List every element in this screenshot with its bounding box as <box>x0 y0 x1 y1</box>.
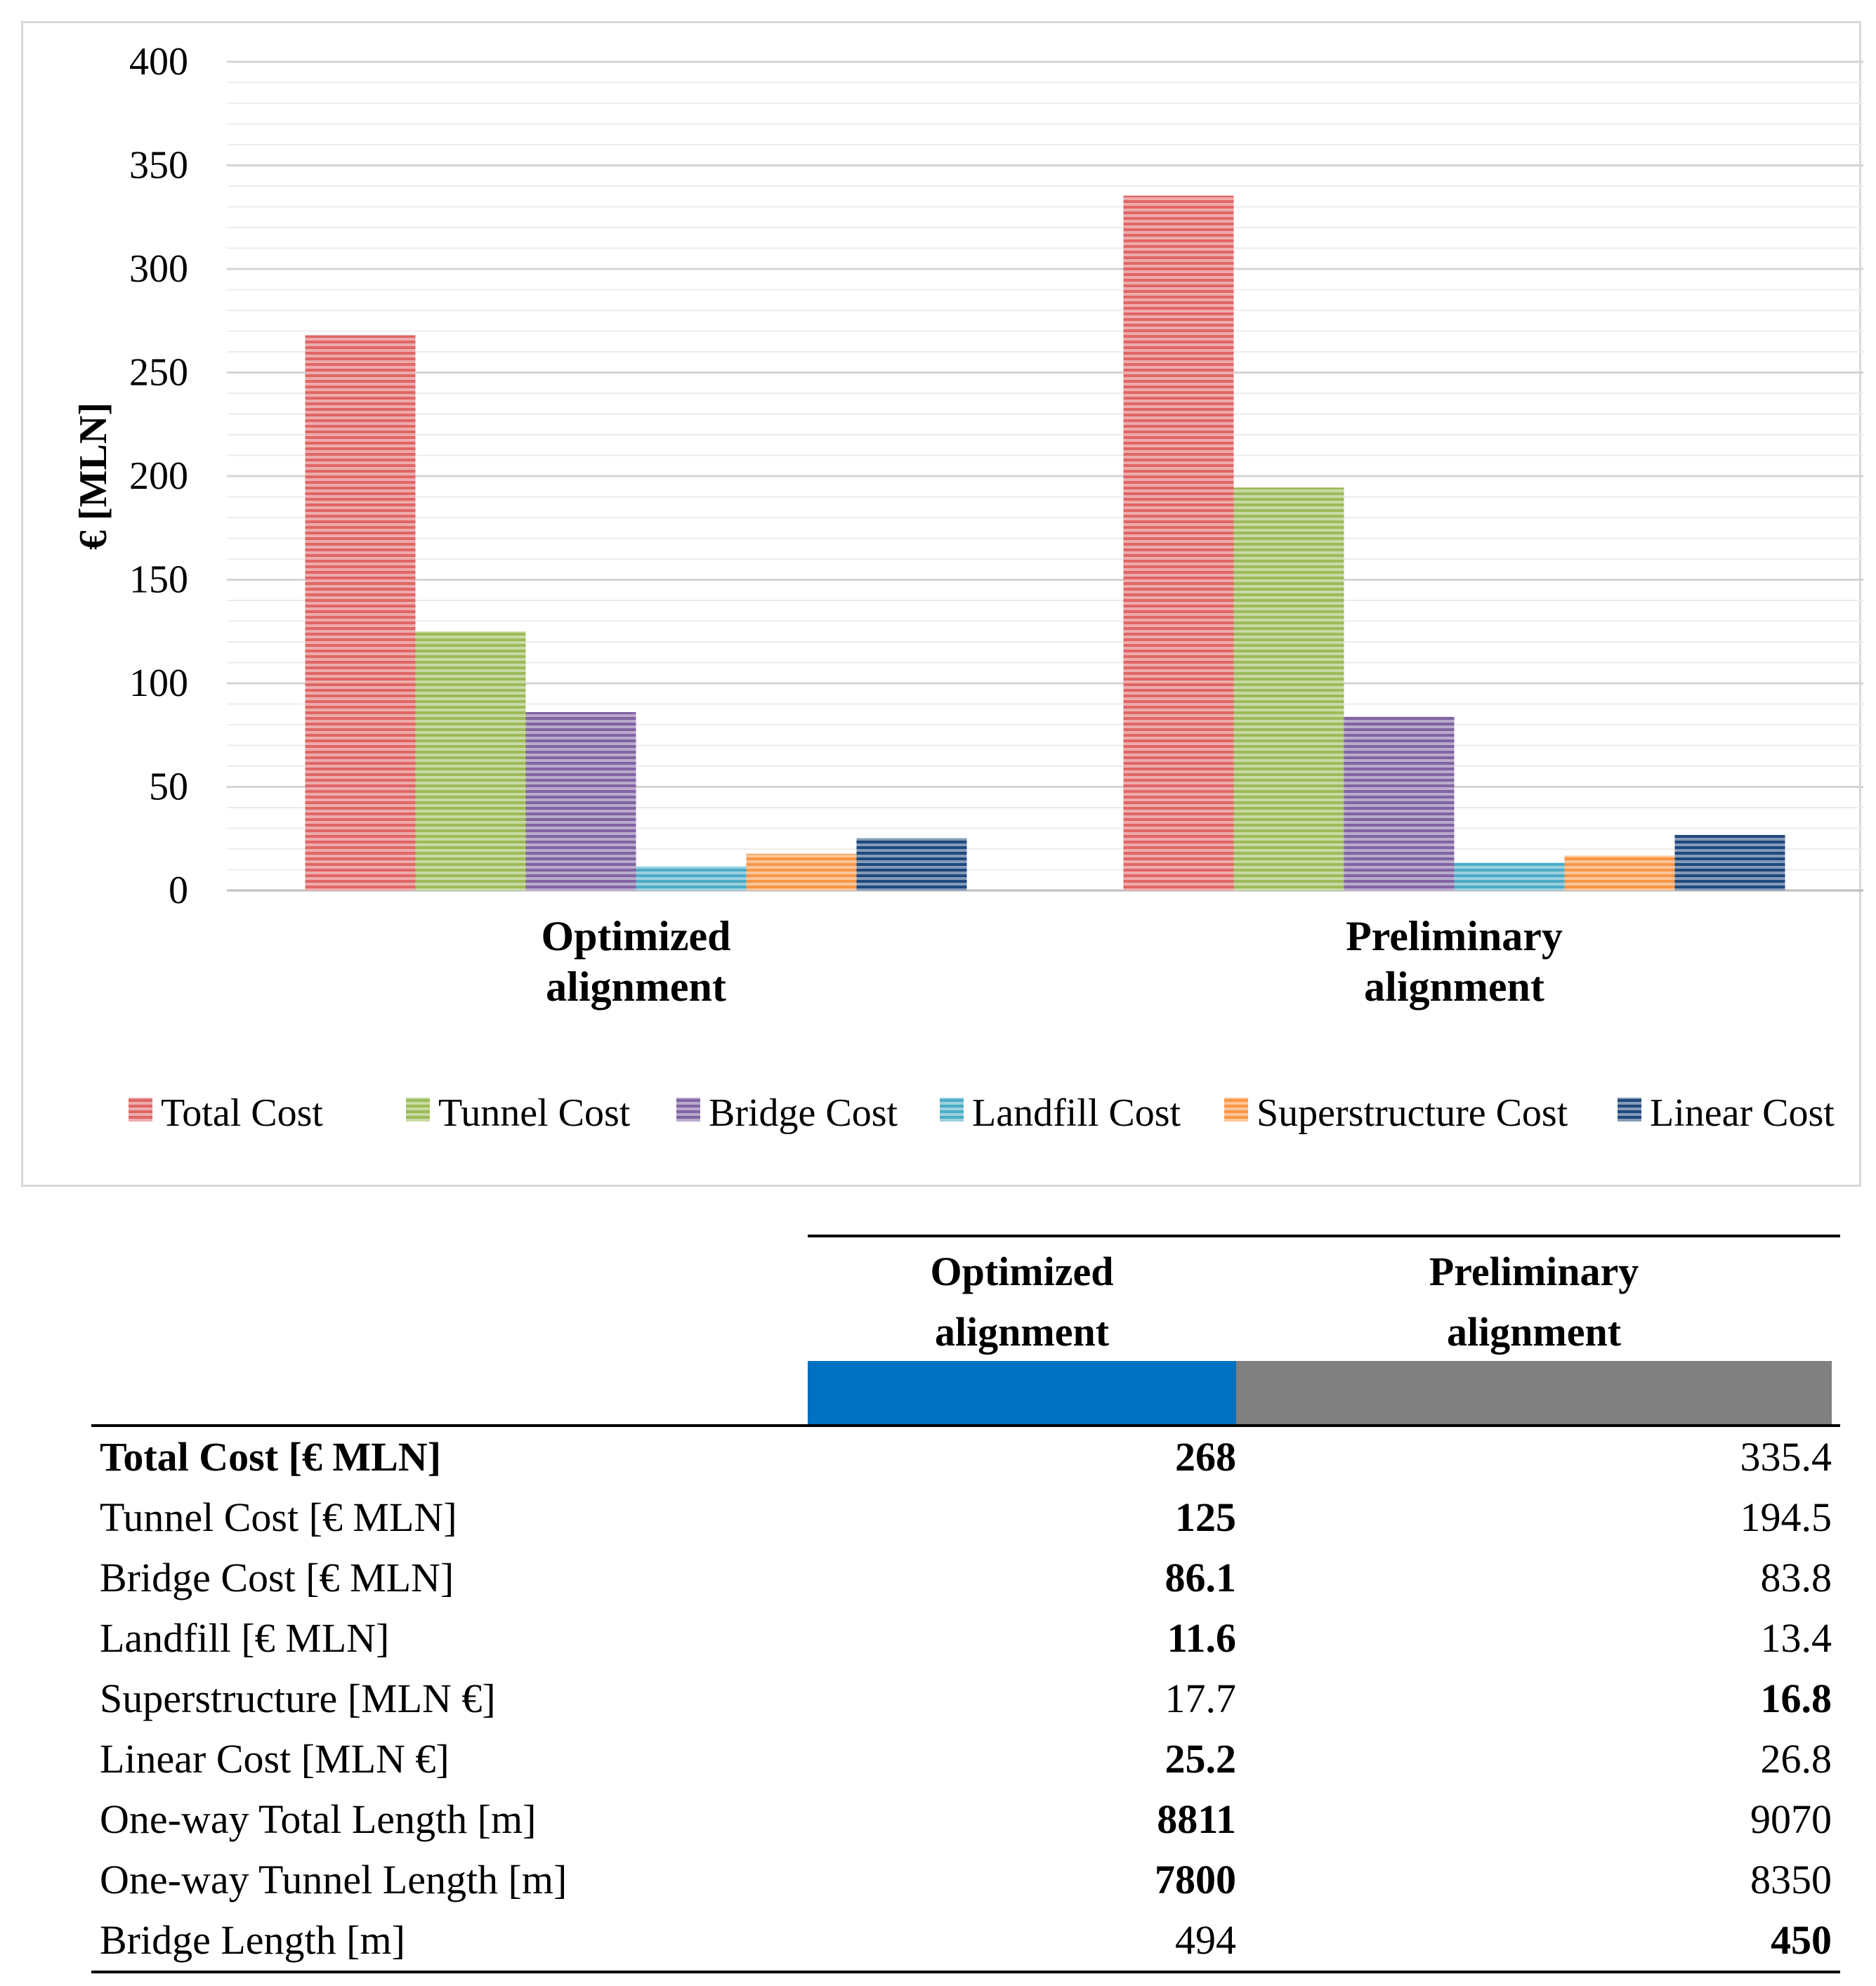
legend-swatch-stripes <box>1618 1098 1641 1122</box>
optimized-value: 86.1 <box>1165 1555 1237 1600</box>
y-tick-label: 200 <box>129 454 188 498</box>
table-row: Bridge Cost [€ MLN] 86.1 83.8 <box>91 1548 1840 1608</box>
header-preliminary-color-bar <box>1236 1361 1832 1424</box>
row-label: Tunnel Cost [€ MLN] <box>100 1494 457 1540</box>
row-label: One-way Tunnel Length [m] <box>100 1857 568 1902</box>
table-row: Landfill [€ MLN] 11.6 13.4 <box>91 1608 1840 1669</box>
preliminary-value: 26.8 <box>1760 1736 1832 1782</box>
optimized-value: 8811 <box>1157 1796 1236 1842</box>
preliminary-value: 194.5 <box>1740 1494 1832 1540</box>
optimized-value: 125 <box>1175 1494 1236 1540</box>
row-label: Total Cost [€ MLN] <box>100 1434 442 1480</box>
legend-label: Linear Cost <box>1650 1091 1835 1135</box>
legend-swatch-stripes <box>940 1098 964 1122</box>
legend-label: Superstructure Cost <box>1257 1091 1568 1135</box>
bar-stripe-overlay <box>746 853 857 890</box>
y-tick-label: 150 <box>129 558 188 602</box>
preliminary-value: 450 <box>1771 1917 1832 1963</box>
preliminary-value: 16.8 <box>1760 1676 1832 1721</box>
bar-stripe-overlay <box>305 335 416 890</box>
header-preliminary-label: Preliminary alignment <box>1429 1249 1639 1355</box>
table-row: Tunnel Cost [€ MLN] 125 194.5 <box>91 1487 1840 1548</box>
y-tick-label: 100 <box>129 662 188 705</box>
preliminary-value: 335.4 <box>1740 1434 1832 1480</box>
bar-stripe-overlay <box>1123 195 1234 890</box>
y-tick-label: 350 <box>129 144 188 188</box>
table-header: Optimized alignment Preliminary alignmen… <box>91 1235 1840 1424</box>
bar-stripe-overlay <box>1674 834 1785 890</box>
header-optimized-color-bar <box>808 1361 1236 1424</box>
bar-stripe-overlay <box>415 631 526 890</box>
optimized-value: 268 <box>1175 1434 1236 1480</box>
table-row: Superstructure [MLN €] 17.7 16.8 <box>91 1669 1840 1729</box>
preliminary-value: 83.8 <box>1760 1555 1832 1600</box>
y-tick-label: 0 <box>169 869 188 912</box>
legend-label: Bridge Cost <box>709 1091 898 1135</box>
bar-stripe-overlay <box>1564 855 1675 890</box>
table-row: Linear Cost [MLN €] 25.2 26.8 <box>91 1729 1840 1789</box>
bar-stripe-overlay <box>1344 716 1455 890</box>
row-label: Linear Cost [MLN €] <box>100 1736 450 1782</box>
optimized-value: 7800 <box>1155 1857 1236 1902</box>
row-label: Superstructure [MLN €] <box>100 1676 496 1721</box>
row-label: Bridge Length [m] <box>100 1917 405 1963</box>
legend-label: Total Cost <box>161 1091 323 1135</box>
legend-label: Tunnel Cost <box>438 1091 631 1135</box>
chart-panel: 0 50 100 150 200 250 300 350 400 € [MLN] Optimize… <box>21 21 1863 1187</box>
optimized-value: 11.6 <box>1167 1615 1236 1661</box>
y-axis-label: € [MLN] <box>72 402 115 550</box>
preliminary-value: 9070 <box>1750 1796 1832 1842</box>
bar-stripe-overlay <box>636 866 747 890</box>
optimized-value: 494 <box>1175 1917 1236 1963</box>
legend-swatch-stripes <box>129 1098 152 1122</box>
y-tick-label: 250 <box>129 351 188 395</box>
y-tick-label: 400 <box>129 40 188 84</box>
row-label: Landfill [€ MLN] <box>100 1615 390 1661</box>
y-tick-label: 50 <box>149 765 188 809</box>
table-row: Bridge Length [m] 494 450 <box>91 1910 1840 1971</box>
table-row: Total Cost [€ MLN] 268 335.4 <box>91 1427 1840 1487</box>
bar-stripe-overlay <box>525 712 636 890</box>
legend-swatch-stripes <box>1224 1098 1248 1122</box>
legend-label: Landfill Cost <box>972 1091 1181 1135</box>
header-optimized-label: Optimized alignment <box>930 1249 1114 1355</box>
row-label: Bridge Cost [€ MLN] <box>100 1555 454 1600</box>
x-category-label: Optimized alignment <box>542 913 731 1010</box>
table-row: One-way Total Length [m] 8811 9070 <box>91 1789 1840 1850</box>
header-optimized: Optimized alignment <box>808 1235 1236 1424</box>
header-top-rule <box>808 1235 1840 1237</box>
table-body: Total Cost [€ MLN] 268 335.4 Tunnel Cost [€… <box>91 1424 1840 1973</box>
row-label: One-way Total Length [m] <box>100 1796 537 1842</box>
comparison-table: Optimized alignment Preliminary alignmen… <box>91 1235 1840 1973</box>
optimized-value: 25.2 <box>1165 1736 1237 1782</box>
bar-stripe-overlay <box>1454 862 1565 890</box>
bar-chart: 0 50 100 150 200 250 300 350 400 € [MLN] Optimize… <box>72 40 1863 1135</box>
bar-stripe-overlay <box>1233 487 1344 890</box>
preliminary-value: 8350 <box>1750 1857 1832 1902</box>
bar-stripe-overlay <box>856 838 967 890</box>
x-category-label: Preliminary alignment <box>1346 913 1563 1010</box>
legend-swatch-stripes <box>406 1098 430 1122</box>
optimized-value: 17.7 <box>1165 1676 1237 1721</box>
y-tick-label: 300 <box>129 247 188 291</box>
header-preliminary: Preliminary alignment <box>1236 1235 1832 1424</box>
legend-swatch-stripes <box>676 1098 700 1122</box>
table-row: One-way Tunnel Length [m] 7800 8350 <box>91 1850 1840 1910</box>
preliminary-value: 13.4 <box>1760 1615 1832 1661</box>
